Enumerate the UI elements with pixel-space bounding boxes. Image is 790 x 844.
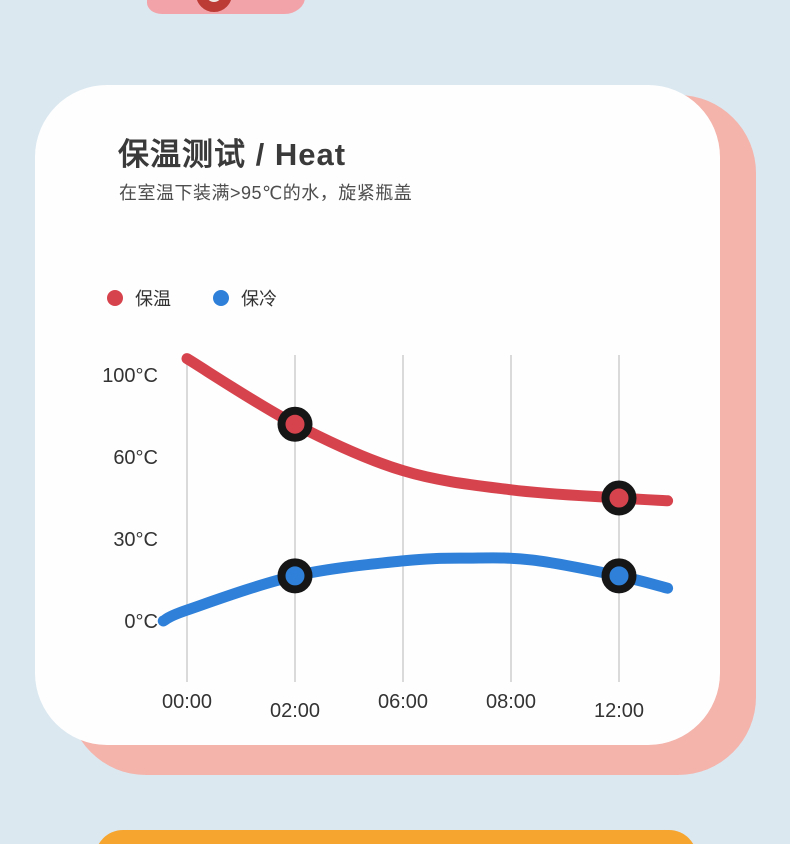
x-tick-label: 12:00: [594, 700, 644, 722]
temperature-line-chart: 100°C 60°C 30°C 0°C 00:00 02:00 06:00 08:00 12:0…: [102, 353, 674, 722]
data-point-marker-series-0: [277, 406, 313, 442]
top-red-ring-icon: [196, 0, 232, 12]
section-subtitle: 在室温下装满>95℃的水，旋紧瓶盖: [119, 183, 413, 203]
next-section-top-strip: [95, 830, 697, 844]
cold-series-dot-icon: [213, 290, 229, 306]
data-point-marker-series-1: [277, 558, 313, 594]
x-tick-label: 00:00: [162, 691, 212, 713]
legend-item-cold: 保冷: [213, 285, 277, 311]
y-tick-label: 100°C: [102, 365, 158, 387]
data-point-marker-series-1: [601, 558, 637, 594]
x-tick-label: 06:00: [378, 691, 428, 713]
heat-series-dot-icon: [107, 290, 123, 306]
series-line-1: [157, 552, 674, 627]
y-tick-label: 60°C: [113, 447, 158, 469]
y-tick-label: 30°C: [113, 529, 158, 551]
legend-label-cold: 保冷: [241, 289, 277, 309]
y-tick-label: 0°C: [124, 611, 158, 633]
legend-label-heat: 保温: [135, 289, 171, 309]
legend-item-heat: 保温: [107, 285, 171, 311]
x-tick-label: 02:00: [270, 700, 320, 722]
series-line-0: [181, 353, 674, 507]
data-point-marker-series-0: [601, 480, 637, 516]
chart-legend: 保温 保冷: [107, 285, 277, 311]
heat-test-card: 保温测试 / Heat 在室温下装满>95℃的水，旋紧瓶盖 保温 保冷 100°…: [35, 85, 720, 745]
x-tick-label: 08:00: [486, 691, 536, 713]
section-title: 保温测试 / Heat: [118, 137, 347, 172]
